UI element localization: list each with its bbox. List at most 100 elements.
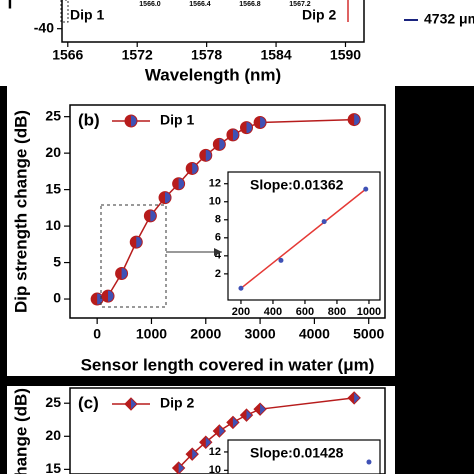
marker-half [186, 162, 193, 175]
marker-half [240, 121, 247, 134]
marker-half [226, 128, 233, 141]
y-axis-label: hange (dB) [11, 388, 30, 474]
x-tick-label: 600 [296, 306, 314, 318]
inset-text: Slope:0.01362 [250, 177, 344, 193]
marker [347, 113, 361, 127]
marker [143, 209, 157, 223]
marker [171, 461, 186, 474]
y-tick-label: 25 [45, 107, 61, 123]
inset-point [278, 257, 284, 263]
marker [212, 137, 226, 151]
marker-half [144, 209, 151, 222]
y-tick-label: 4 [215, 250, 222, 262]
marker-half [254, 403, 261, 416]
x-tick-label: 1000 [357, 306, 381, 318]
x-tick-label: 0 [93, 326, 101, 342]
marker-half [125, 398, 131, 410]
y-tick-label: 20 [45, 427, 61, 443]
marker [239, 408, 254, 422]
marker [124, 397, 138, 411]
inset-x-tick-label: 1566.8 [239, 1, 261, 8]
x-tick-label: 1590 [330, 47, 361, 63]
marker-half [130, 236, 137, 249]
x-axis-label: Sensor length covered in water (μm) [81, 355, 375, 374]
plot-frame [61, 0, 365, 43]
marker-half [348, 391, 355, 404]
marker [185, 447, 199, 461]
y-tick-label: -40 [34, 19, 54, 35]
marker [253, 116, 267, 130]
inset-x-tick-label: 1566.4 [189, 1, 211, 8]
marker-half [102, 290, 109, 303]
marker-half [213, 138, 220, 151]
annotation: Dip 2 [302, 7, 336, 23]
marker-half [172, 462, 179, 474]
x-axis-label: Wavelength (nm) [145, 65, 281, 84]
y-tick-label: 10 [209, 196, 221, 208]
marker-half [115, 267, 122, 280]
y-tick-label: 12 [209, 446, 221, 458]
x-tick-label: 200 [232, 306, 250, 318]
marker [124, 114, 138, 128]
dip-box [60, 0, 69, 23]
marker [226, 415, 240, 430]
inset-text: Slope:0.01428 [250, 445, 344, 461]
marker-half [348, 113, 355, 126]
y-tick-label: 0 [53, 290, 61, 306]
legend-label: 4732 μm [424, 11, 474, 27]
inset-x-tick-label: 1566.0 [139, 1, 161, 8]
x-tick-label: 1566 [52, 47, 83, 63]
marker [199, 435, 213, 449]
background-dark [395, 86, 474, 474]
marker-half [240, 409, 247, 422]
y-axis-label: T [5, 0, 16, 12]
marker-half [199, 149, 206, 162]
y-tick-label: 8 [215, 214, 221, 226]
marker [212, 424, 227, 438]
y-tick-label: 20 [45, 144, 61, 160]
zoom-arrow-head [214, 248, 222, 256]
marker-half [159, 191, 166, 204]
x-tick-label: 1000 [136, 326, 167, 342]
marker-half [226, 416, 233, 429]
x-tick-label: 800 [328, 306, 346, 318]
zoom-box [100, 204, 167, 308]
y-tick-label: 15 [45, 180, 61, 196]
legend-label: Dip 1 [160, 112, 194, 128]
marker [115, 267, 129, 281]
marker [172, 177, 186, 191]
y-tick-label: 10 [45, 217, 61, 233]
annotation: Dip 1 [70, 7, 104, 23]
fit-line [240, 188, 367, 289]
marker [101, 289, 115, 303]
marker-half [213, 425, 220, 437]
marker [226, 128, 240, 142]
x-tick-label: 1578 [191, 47, 222, 63]
marker [129, 235, 143, 249]
marker [199, 148, 213, 162]
marker-half [199, 436, 206, 449]
x-tick-label: 1584 [260, 47, 291, 63]
marker-half [172, 177, 179, 190]
inset-point [363, 186, 369, 192]
y-tick-label: 6 [215, 232, 221, 244]
y-axis-label: Dip strength change (dB) [11, 110, 30, 313]
panel-label: (b) [78, 110, 100, 129]
marker-half [125, 115, 131, 127]
y-tick-label: 5 [53, 253, 61, 269]
marker [253, 402, 267, 416]
background-dark [0, 376, 474, 386]
marker [158, 191, 172, 205]
marker-half [254, 116, 261, 129]
inset-point [238, 285, 244, 291]
marker-half [186, 448, 193, 461]
inset-x-tick-label: 1567.2 [289, 1, 311, 8]
legend-label: Dip 2 [160, 395, 194, 411]
x-tick-label: 5000 [353, 326, 384, 342]
panel-label: (c) [78, 393, 99, 412]
inset-point [321, 219, 327, 225]
y-tick-label: 12 [209, 178, 221, 190]
marker [347, 391, 361, 405]
